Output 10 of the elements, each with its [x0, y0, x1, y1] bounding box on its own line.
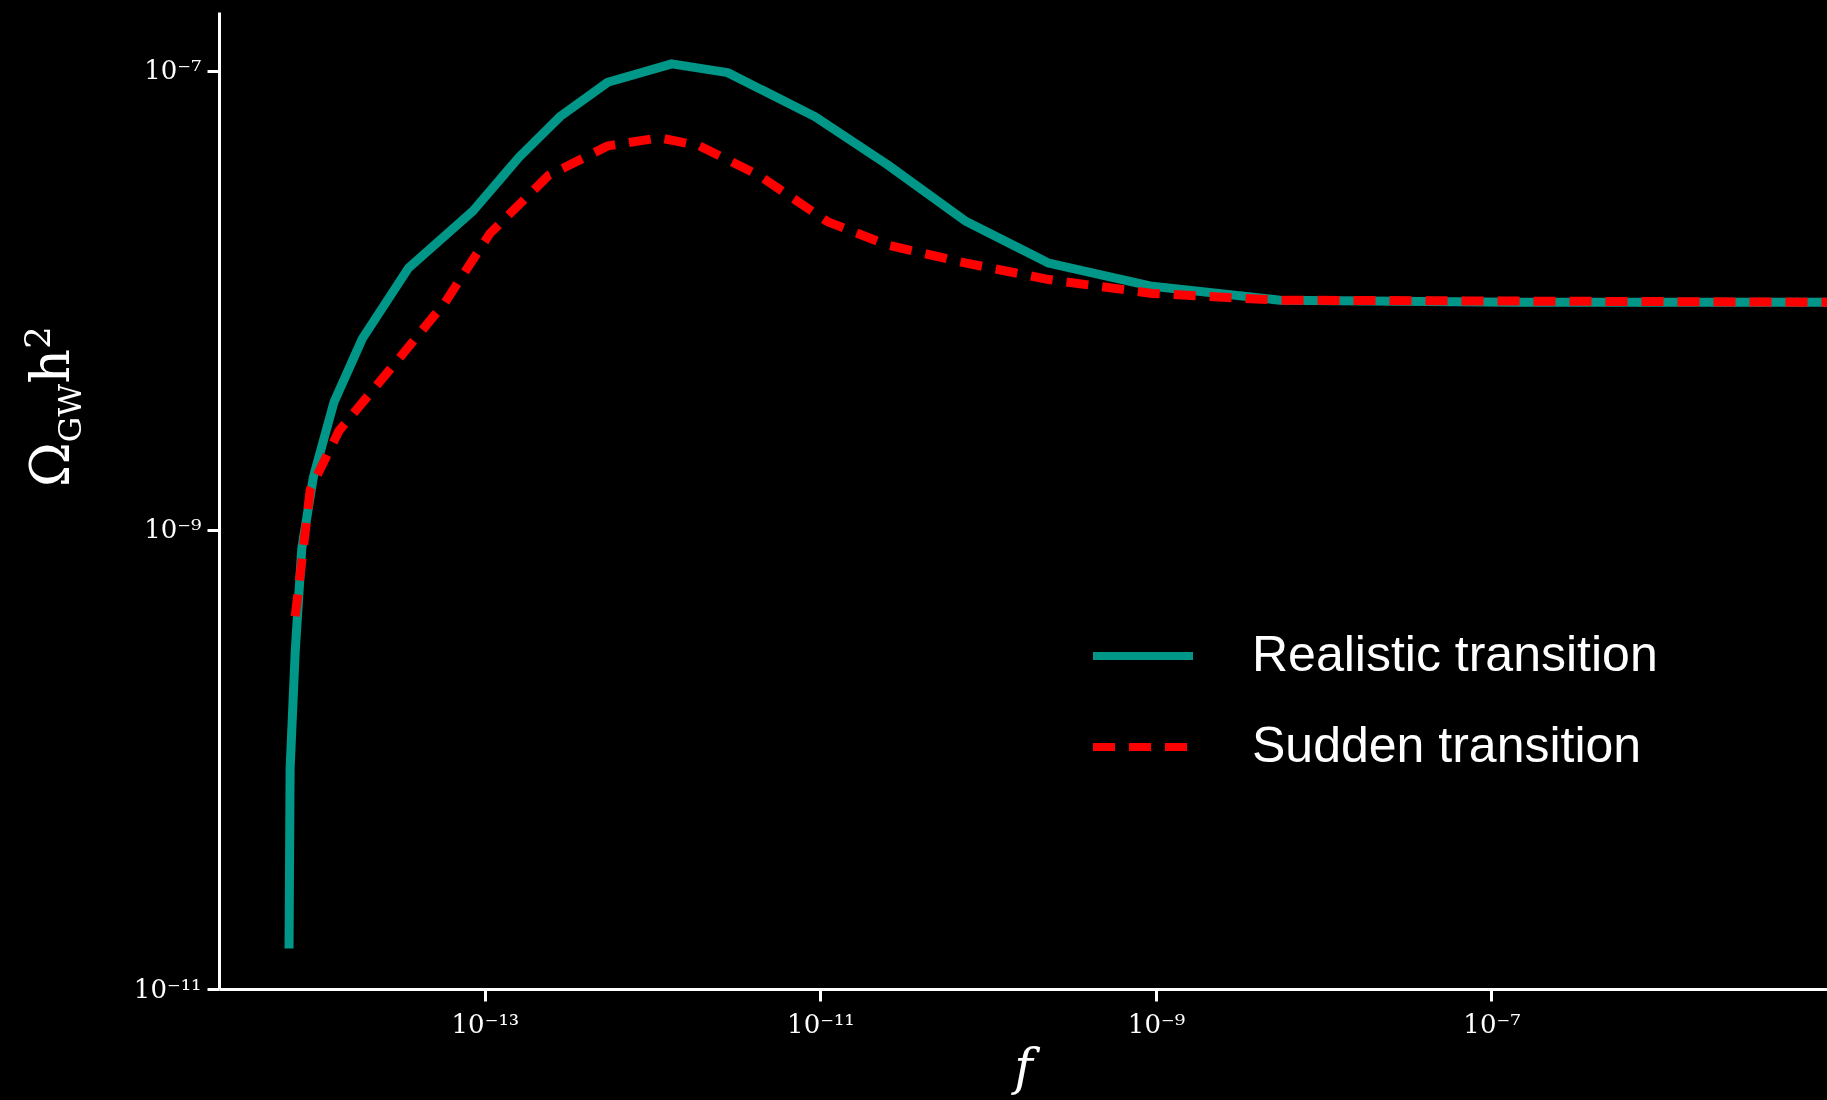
x-tick-label: 10⁻¹³ — [451, 1008, 520, 1039]
y-tick-label: 10⁻¹¹ — [133, 973, 202, 1004]
x-axis-title: f — [1010, 1037, 1041, 1096]
x-tick-label: 10⁻⁷ — [1463, 1008, 1521, 1039]
y-tick-label: 10⁻⁹ — [144, 514, 202, 545]
legend-label: Sudden transition — [1252, 717, 1642, 773]
x-tick-label: 10⁻⁹ — [1127, 1008, 1186, 1039]
legend-label: Realistic transition — [1252, 626, 1658, 682]
x-tick-label: 10⁻¹¹ — [787, 1008, 855, 1039]
y-tick-label: 10⁻⁷ — [144, 55, 202, 86]
